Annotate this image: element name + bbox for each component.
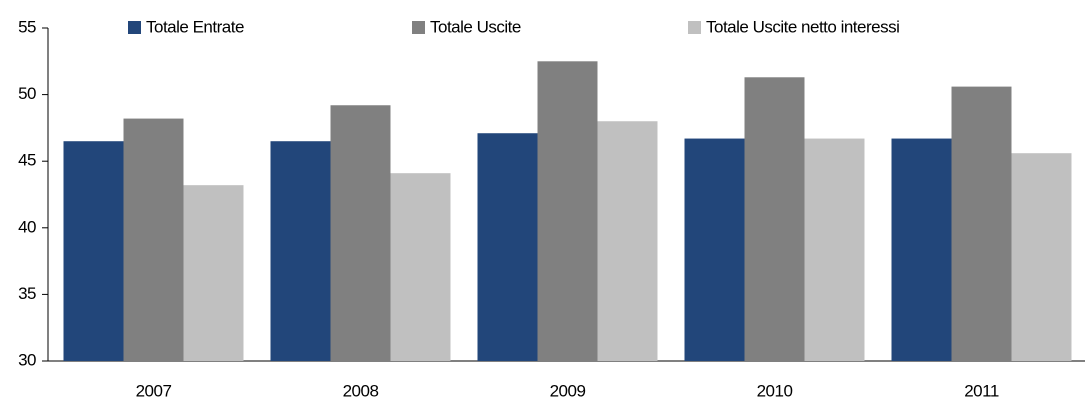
bar: [477, 133, 538, 361]
bar: [951, 86, 1012, 361]
y-tick-label: 30: [18, 350, 36, 369]
legend-swatch: [128, 21, 141, 34]
bar: [684, 138, 745, 361]
bar: [597, 121, 658, 362]
y-tick-label: 45: [18, 151, 36, 170]
x-tick-label: 2011: [964, 381, 999, 400]
x-tick-label: 2010: [757, 381, 793, 400]
legend-label: Totale Uscite: [430, 17, 521, 36]
bar: [744, 77, 805, 361]
y-tick-label: 50: [18, 84, 36, 103]
x-tick-label: 2009: [550, 381, 586, 400]
legend-label: Totale Uscite netto interessi: [706, 17, 899, 36]
bar: [63, 141, 124, 361]
bar: [123, 118, 184, 362]
bar: [537, 61, 598, 362]
legend-swatch: [688, 21, 701, 34]
bar: [390, 173, 451, 361]
bar: [270, 141, 331, 361]
bar: [1011, 153, 1072, 361]
y-tick-label: 35: [18, 284, 36, 303]
x-tick-label: 2007: [136, 381, 172, 400]
y-tick-label: 40: [18, 217, 36, 236]
bar: [330, 105, 391, 361]
legend-label: Totale Entrate: [146, 17, 244, 36]
bar: [183, 185, 244, 361]
y-tick-label: 55: [18, 17, 36, 36]
x-tick-label: 2008: [343, 381, 379, 400]
bar: [891, 138, 952, 361]
legend-swatch: [412, 21, 425, 34]
bar: [804, 138, 865, 361]
